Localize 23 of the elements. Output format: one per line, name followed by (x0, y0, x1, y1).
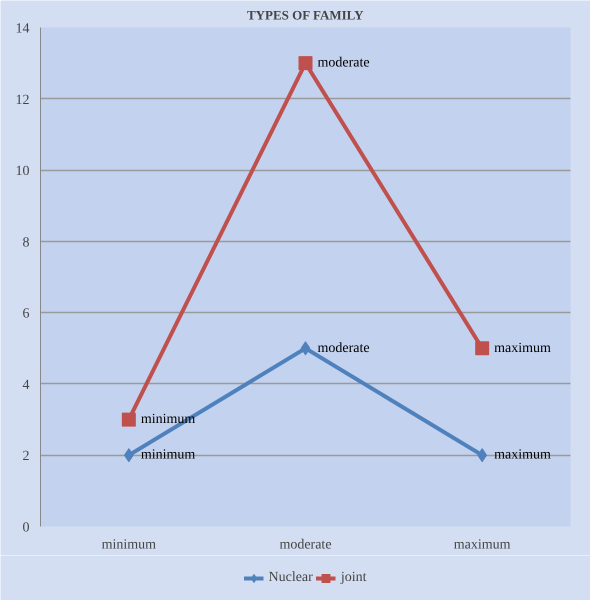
y-tick-label: 4 (22, 378, 30, 393)
x-tick-label: minimum (102, 538, 156, 552)
data-label: maximum (494, 340, 552, 356)
y-tick-label: 8 (22, 235, 30, 250)
point (298, 56, 312, 70)
data-label: moderate (318, 56, 370, 71)
legend-label: Nuclear (268, 570, 313, 586)
data-label: maximum (494, 448, 552, 463)
chart-title: TYPES OF FAMILY (246, 8, 364, 22)
legend-label: joint (340, 570, 366, 586)
y-tick-label: 14 (16, 22, 30, 36)
y-tick-label: 2 (22, 449, 30, 464)
point (475, 341, 490, 356)
y-tick-label: 12 (16, 92, 30, 108)
y-tick-label: 0 (22, 520, 30, 536)
x-tick-label: maximum (454, 538, 511, 552)
data-label: moderate (318, 340, 370, 356)
y-tick-label: 10 (16, 164, 30, 180)
point (122, 412, 136, 427)
y-tick-label: 6 (22, 306, 30, 322)
x-tick-label: moderate (279, 538, 332, 552)
data-label: minimum (140, 412, 196, 428)
data-label: minimum (140, 448, 196, 463)
